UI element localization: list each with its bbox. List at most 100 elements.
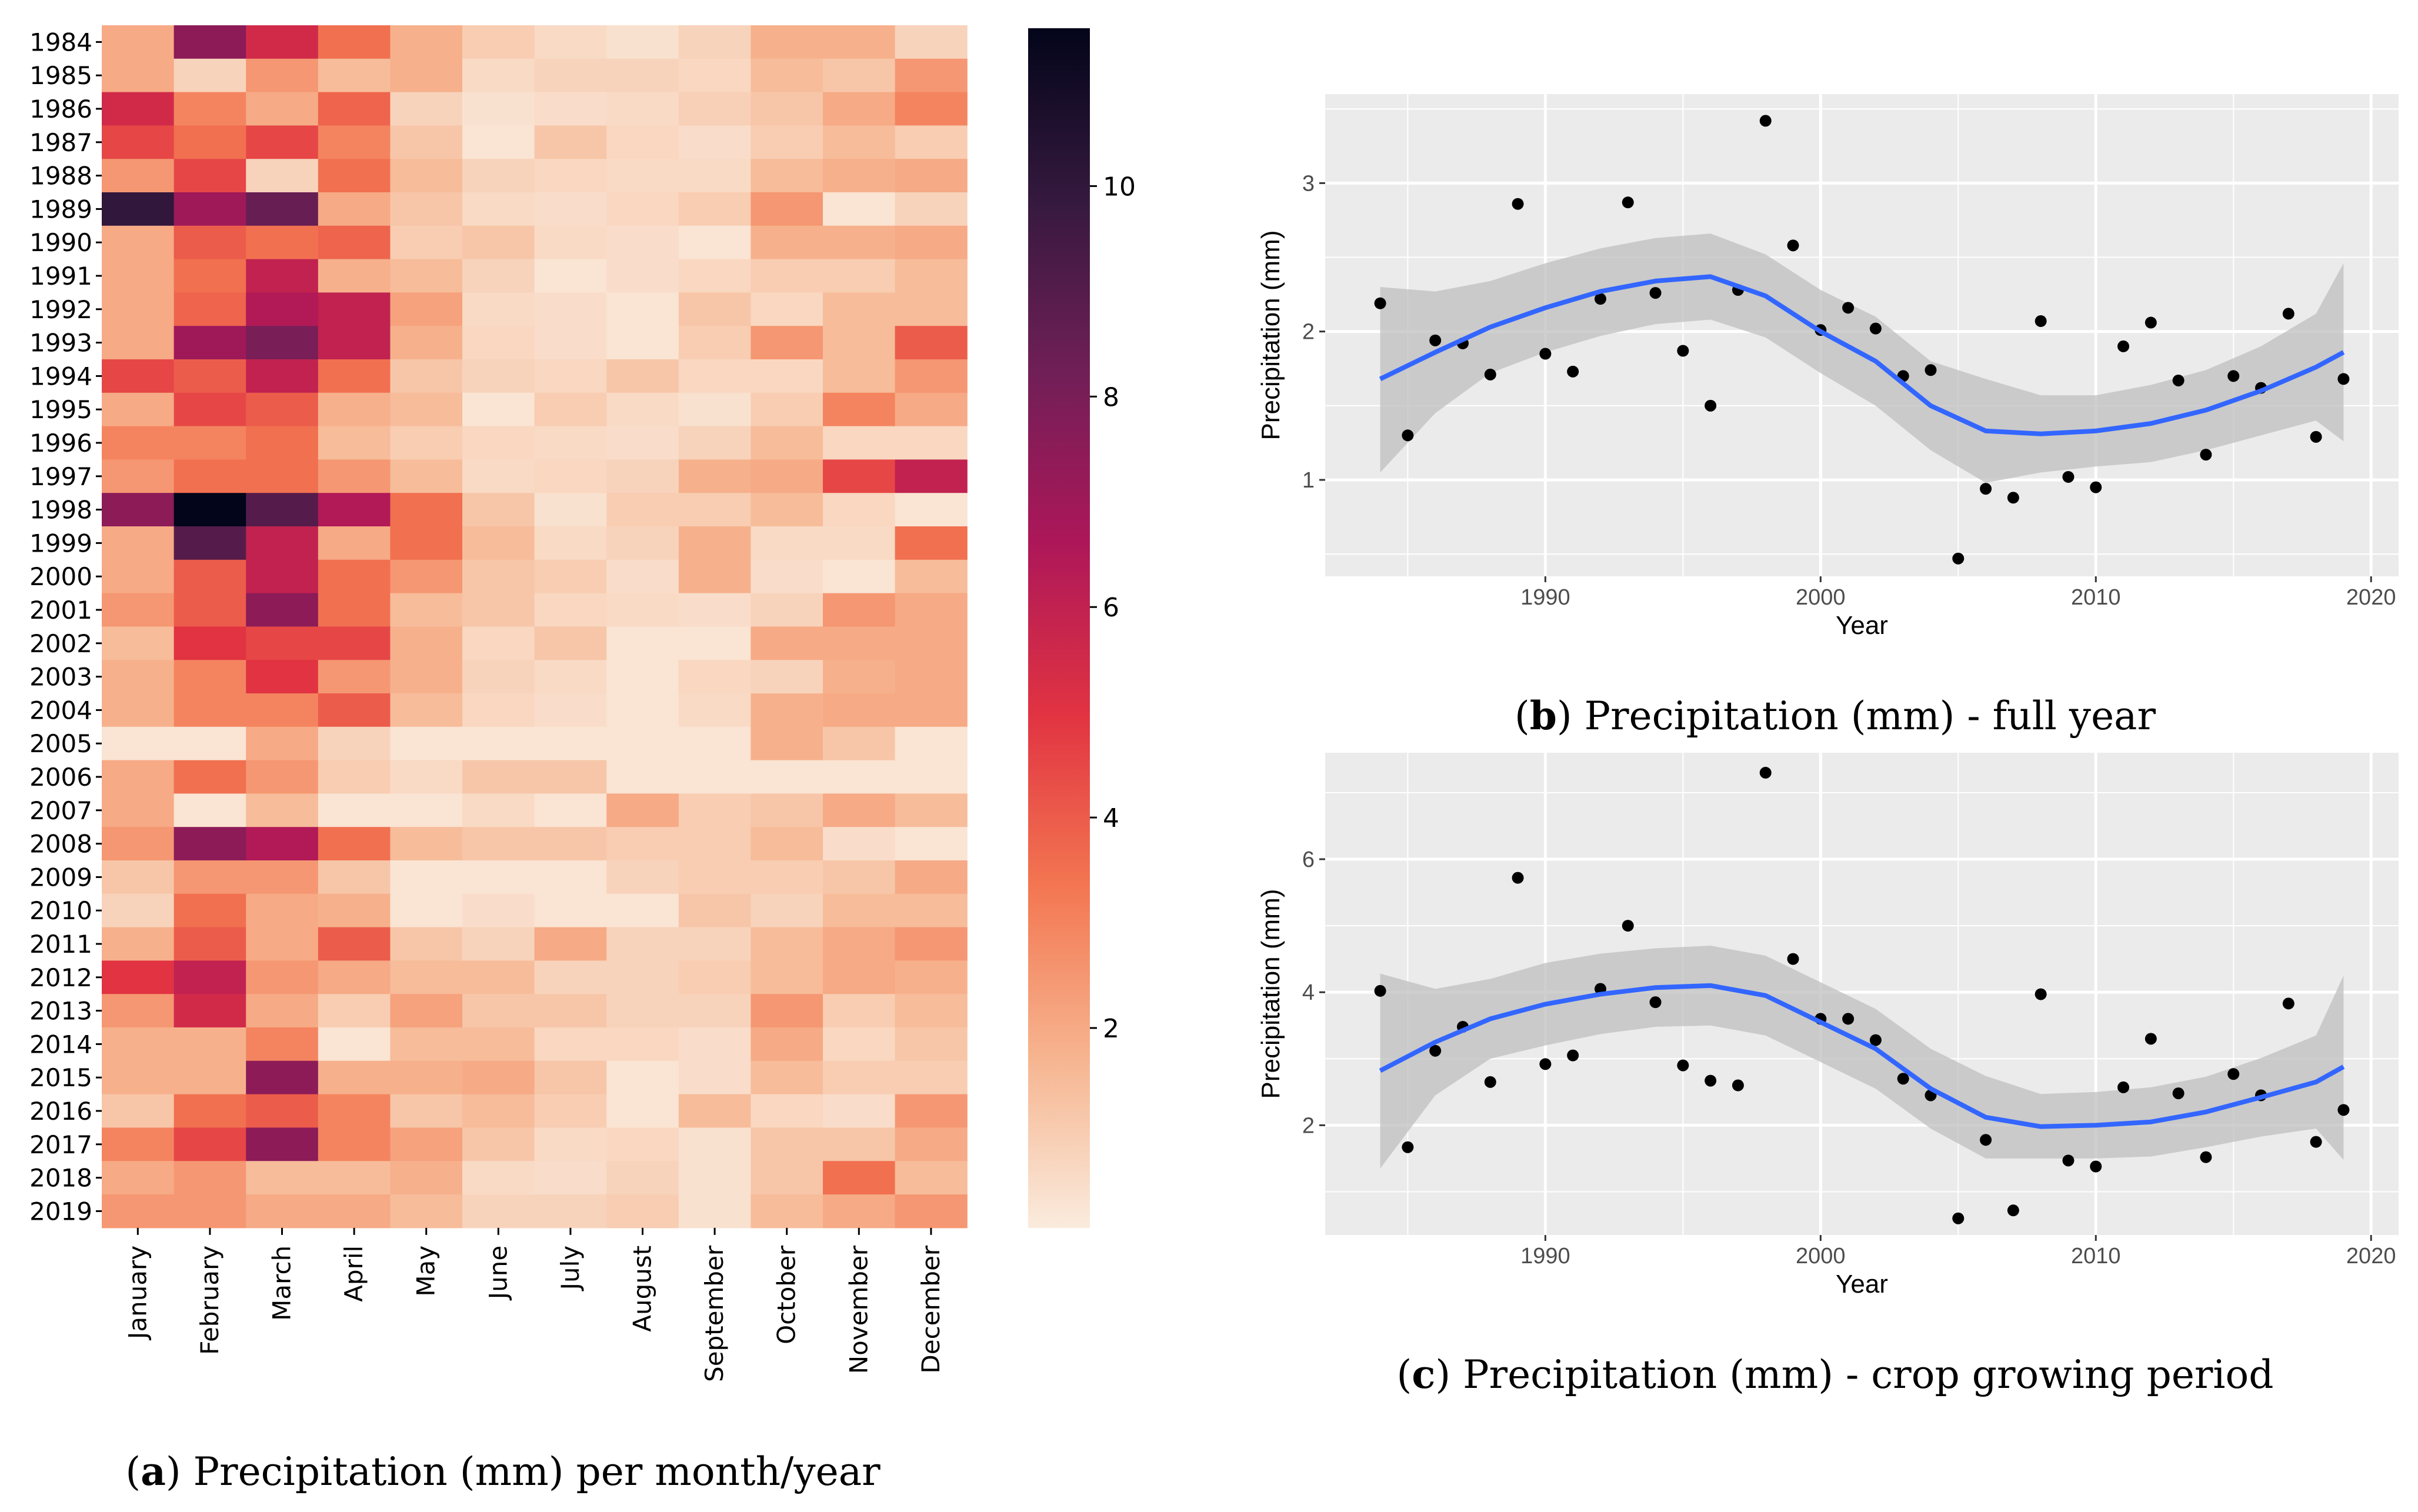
heatmap-cell-2003-november: [823, 660, 896, 694]
heatmap-cell-2017-april: [318, 1127, 391, 1161]
heatmap-cell-1990-september: [678, 225, 751, 260]
heatmap-cell-2006-january: [102, 760, 175, 794]
heatmap-cell-1993-november: [823, 326, 896, 360]
heatmap-cell-2015-september: [678, 1060, 751, 1095]
heatmap-cell-2013-july: [534, 994, 607, 1028]
month-label: August: [628, 1246, 657, 1332]
heatmap-cell-2015-december: [895, 1060, 968, 1095]
heatmap-cell-2005-october: [751, 726, 823, 761]
heatmap-cell-2019-september: [678, 1194, 751, 1229]
heatmap-cell-1994-october: [751, 359, 823, 393]
heatmap-cell-1987-july: [534, 125, 607, 159]
heatmap-cell-2005-february: [174, 726, 246, 761]
heatmap-cell-1992-april: [318, 292, 391, 326]
heatmap-cell-2017-august: [606, 1127, 679, 1161]
heatmap-cell-2019-january: [102, 1194, 175, 1229]
heatmap-cell-2009-april: [318, 860, 391, 894]
heatmap-cell-1997-june: [462, 459, 535, 493]
x-tick-label: 2000: [1796, 585, 1846, 610]
heatmap-cell-1985-november: [823, 58, 896, 93]
year-label: 1992: [29, 295, 92, 324]
heatmap-cell-2009-june: [462, 860, 535, 894]
x-tick-label: 2020: [2346, 1244, 2396, 1269]
data-point-2013: [2172, 1087, 2184, 1100]
heatmap-cell-1997-march: [246, 459, 319, 493]
heatmap-cell-2011-january: [102, 927, 175, 961]
heatmap-cell-2009-january: [102, 860, 175, 894]
caption-c-text: Precipitation (mm) - crop growing period: [1463, 1352, 2273, 1397]
heatmap-cell-1997-may: [390, 459, 463, 493]
heatmap-cell-2016-september: [678, 1094, 751, 1128]
data-point-2006: [1980, 1134, 1992, 1146]
heatmap-cell-2004-june: [462, 693, 535, 727]
heatmap-cell-2002-june: [462, 626, 535, 660]
data-point-1994: [1649, 287, 1662, 299]
heatmap-cell-1992-august: [606, 292, 679, 326]
heatmap-cell-2013-february: [174, 994, 246, 1028]
heatmap-cell-2005-may: [390, 726, 463, 761]
heatmap-cell-2005-january: [102, 726, 175, 761]
heatmap-cell-1987-may: [390, 125, 463, 159]
heatmap-cell-1999-march: [246, 526, 319, 560]
heatmap-cell-1989-march: [246, 192, 319, 226]
heatmap-cell-2014-january: [102, 1027, 175, 1062]
heatmap-cell-2011-june: [462, 927, 535, 961]
heatmap-cell-2001-december: [895, 593, 968, 627]
heatmap-cell-1993-september: [678, 326, 751, 360]
heatmap-cell-1984-june: [462, 25, 535, 59]
heatmap-cell-2019-april: [318, 1194, 391, 1229]
heatmap-cell-2013-october: [751, 994, 823, 1028]
heatmap-cell-1984-may: [390, 25, 463, 59]
heatmap-cell-2008-february: [174, 827, 246, 861]
heatmap-cell-1994-july: [534, 359, 607, 393]
data-point-1986: [1429, 334, 1442, 346]
heatmap-cell-1990-may: [390, 225, 463, 260]
heatmap-cell-1995-july: [534, 392, 607, 427]
year-label: 2013: [29, 997, 92, 1026]
heatmap-cell-1997-august: [606, 459, 679, 493]
heatmap-cell-1993-july: [534, 326, 607, 360]
heatmap-cell-2003-october: [751, 660, 823, 694]
month-label: June: [483, 1246, 512, 1301]
smooth-line: [1379, 274, 2345, 436]
data-point-2014: [2200, 449, 2212, 461]
heatmap-cell-2010-december: [895, 893, 968, 928]
heatmap-cell-1996-december: [895, 426, 968, 460]
heatmap-cell-2007-september: [678, 793, 751, 827]
year-label: 1990: [29, 228, 92, 257]
heatmap-cell-2008-april: [318, 827, 391, 861]
heatmap-cell-2005-july: [534, 726, 607, 761]
year-label: 2000: [29, 562, 92, 591]
heatmap-cell-2018-january: [102, 1161, 175, 1195]
heatmap-cell-1985-march: [246, 58, 319, 93]
heatmap-cell-1996-september: [678, 426, 751, 460]
heatmap-cell-2016-july: [534, 1094, 607, 1128]
heatmap-cell-2002-january: [102, 626, 175, 660]
heatmap-cell-1991-november: [823, 259, 896, 293]
heatmap-cell-1995-march: [246, 392, 319, 427]
heatmap-cell-2009-may: [390, 860, 463, 894]
heatmap-cell-1998-august: [606, 493, 679, 527]
heatmap-cell-1988-january: [102, 159, 175, 193]
heatmap-cell-2004-july: [534, 693, 607, 727]
heatmap-cell-2006-july: [534, 760, 607, 794]
heatmap-cell-2000-november: [823, 559, 896, 594]
heatmap-cell-2017-july: [534, 1127, 607, 1161]
heatmap-cell-1986-december: [895, 92, 968, 126]
heatmap-cell-1986-september: [678, 92, 751, 126]
heatmap-cell-2000-february: [174, 559, 246, 594]
heatmap-cell-2013-january: [102, 994, 175, 1028]
data-point-2012: [2144, 1033, 2157, 1045]
heatmap-cell-1992-may: [390, 292, 463, 326]
heatmap-cell-2015-august: [606, 1060, 679, 1095]
heatmap-cell-1988-june: [462, 159, 535, 193]
heatmap-cell-2001-november: [823, 593, 896, 627]
heatmap-cell-1998-january: [102, 493, 175, 527]
heatmap-cell-2016-april: [318, 1094, 391, 1128]
caption-c-letter: c: [1412, 1351, 1435, 1397]
year-label: 2008: [29, 830, 92, 859]
data-point-2001: [1842, 1013, 1855, 1025]
heatmap-cells: [102, 25, 968, 1229]
heatmap-cell-1997-january: [102, 459, 175, 493]
heatmap-cell-2001-march: [246, 593, 319, 627]
